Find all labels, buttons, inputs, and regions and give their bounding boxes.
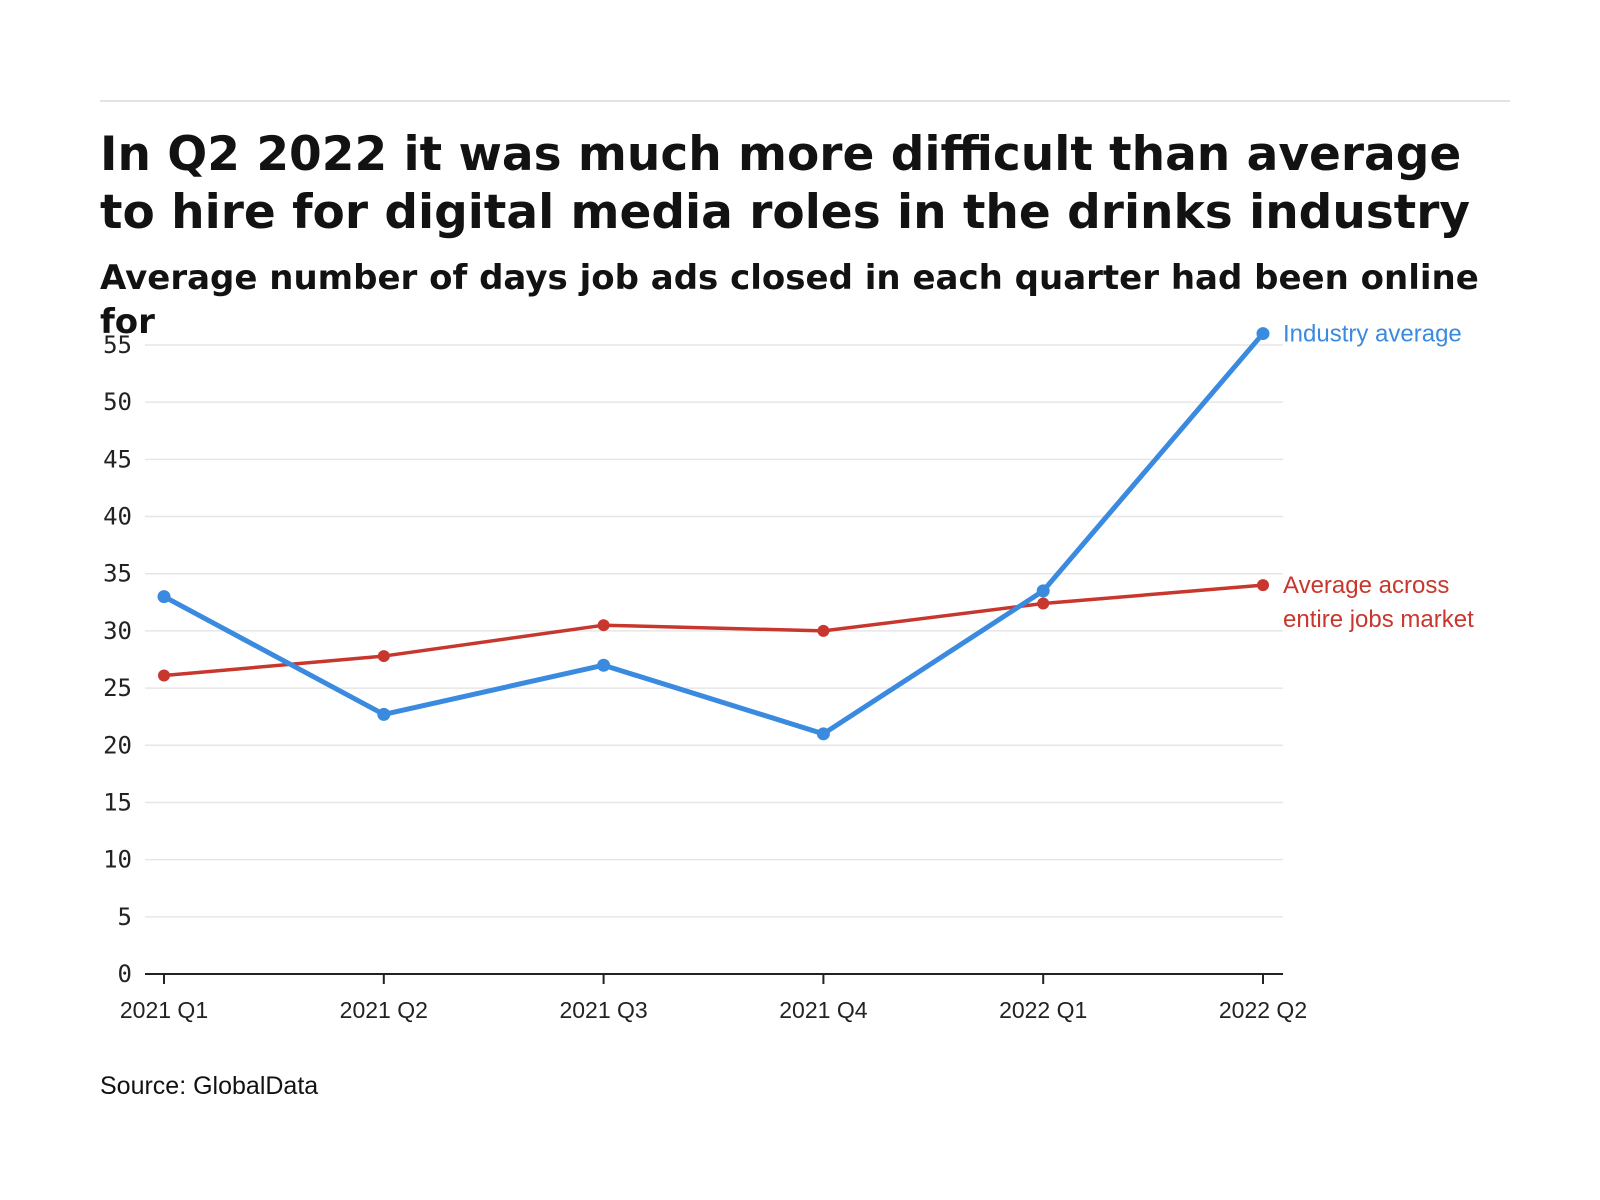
x-tick-label: 2022 Q1: [999, 997, 1087, 1023]
x-tick-label: 2021 Q3: [559, 997, 647, 1023]
series-industry-average: [157, 327, 1270, 741]
chart-title: In Q2 2022 it was much more difficult th…: [100, 127, 1471, 240]
gridlines: [145, 344, 1283, 918]
x-tick-label: 2021 Q1: [120, 997, 208, 1023]
data-point: [816, 727, 830, 741]
data-point: [157, 590, 171, 604]
series-lines: [157, 327, 1270, 741]
data-point: [817, 624, 830, 637]
series-label: Average across entire jobs market: [1283, 572, 1474, 633]
data-point: [1036, 584, 1050, 598]
top-rule: [100, 100, 1510, 102]
y-tick-label: 20: [103, 731, 132, 759]
y-tick-label: 10: [103, 846, 132, 874]
data-point: [597, 619, 610, 632]
series-labels: Industry average Average across entire job…: [1283, 321, 1474, 634]
data-point: [597, 658, 611, 672]
x-axis: [145, 973, 1283, 984]
chart-subtitle: Average number of days job ads closed in…: [100, 258, 1479, 342]
x-axis-tick-labels: 2021 Q1 2021 Q2 2021 Q3 2021 Q4 2022 Q1 2022 …: [120, 997, 1307, 1023]
data-point: [377, 707, 391, 721]
y-tick-label: 0: [118, 960, 132, 988]
x-tick-label: 2021 Q4: [779, 997, 867, 1023]
series-label: Industry average: [1283, 321, 1462, 348]
series-average-across-entire-jobs-market: [158, 579, 1269, 682]
y-tick-label: 40: [103, 503, 132, 531]
y-tick-label: 30: [103, 617, 132, 645]
y-tick-label: 15: [103, 788, 132, 816]
data-point: [1256, 327, 1270, 341]
y-axis-tick-labels: 0 5 10 15 20 25 30 35 40 45 50 55: [103, 331, 132, 988]
series-line: [162, 583, 1265, 678]
series-line: [161, 331, 1266, 737]
y-tick-label: 55: [103, 331, 132, 359]
data-point: [377, 650, 390, 663]
y-tick-label: 50: [103, 388, 132, 416]
data-point: [1037, 597, 1050, 610]
source-note: Source: GlobalData: [100, 1072, 319, 1100]
y-tick-label: 35: [103, 560, 132, 588]
y-tick-label: 45: [103, 445, 132, 473]
x-tick-label: 2022 Q2: [1219, 997, 1307, 1023]
data-point: [158, 669, 170, 682]
data-point: [1257, 579, 1269, 592]
x-tick-label: 2021 Q2: [340, 997, 428, 1023]
y-tick-label: 25: [103, 674, 132, 702]
y-tick-label: 5: [118, 903, 132, 931]
